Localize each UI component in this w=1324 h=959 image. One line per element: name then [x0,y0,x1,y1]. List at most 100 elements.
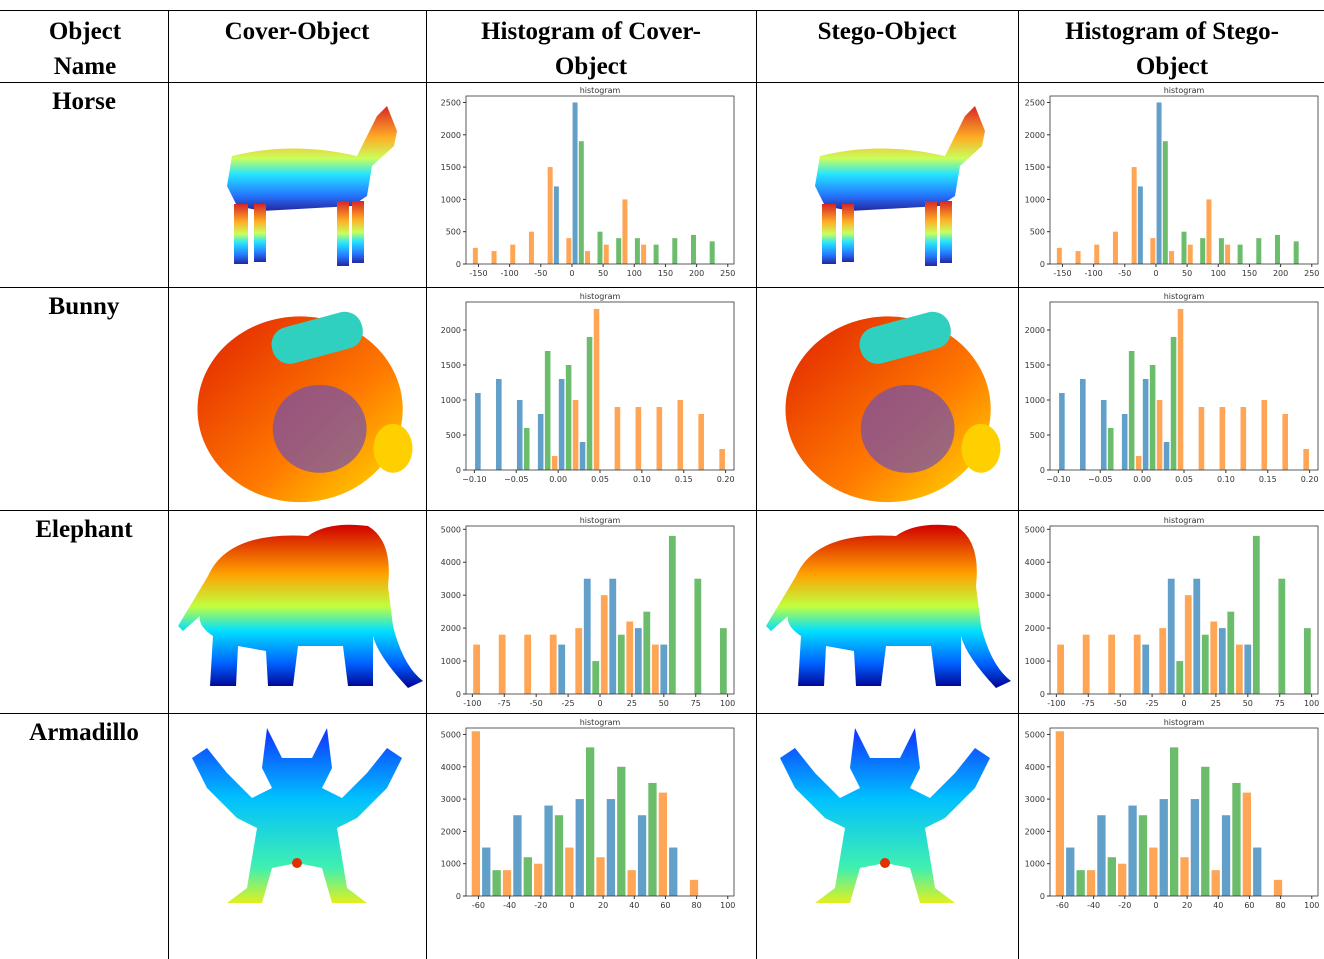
bar [1076,251,1081,264]
y-tick-label: 500 [446,228,461,237]
bar [1160,799,1168,896]
bar [1066,848,1074,896]
page: Object Name Cover-Object Histogram of Co… [0,0,1324,959]
bar [1076,870,1084,896]
histogram: histogram0500100015002000−0.10−0.050.000… [434,290,744,486]
y-tick-label: 2000 [441,131,461,140]
bar [1238,245,1243,264]
x-tick-label: 0 [1153,269,1158,278]
bar [1129,351,1135,470]
x-tick-label: 40 [629,901,639,910]
bar [617,767,625,896]
bar [566,238,571,264]
bar [1225,245,1230,264]
bar [1232,783,1240,896]
plot-frame [466,302,734,470]
bar [1139,815,1147,896]
bar [550,635,557,694]
bar [1134,635,1141,694]
bar [524,635,531,694]
x-tick-label: -75 [1082,699,1095,708]
x-tick-label: -100 [501,269,519,278]
bar [1101,400,1107,470]
y-tick-label: 1000 [441,860,461,869]
bar [1168,579,1175,694]
bar [1219,238,1224,264]
bar [1278,579,1285,694]
plot-frame [1050,526,1318,694]
y-tick-label: 2500 [1025,98,1045,107]
rule [0,510,1324,511]
bar [1149,848,1157,896]
stego-object [760,718,1010,918]
x-tick-label: -100 [1085,269,1103,278]
bar [1227,612,1234,694]
stego-object [760,86,1010,286]
bar [719,449,725,470]
bar [1253,848,1261,896]
x-tick-label: 0.10 [633,475,651,484]
column-header: Object Name [30,14,140,84]
x-tick-label: 20 [598,901,608,910]
bar [499,635,506,694]
column-header: Cover-Object [168,14,426,49]
column-rule [168,10,169,959]
plot-frame [1050,302,1318,470]
bar [1199,407,1205,470]
y-tick-label: 2000 [441,624,461,633]
x-tick-label: 200 [689,269,704,278]
y-tick-label: 4000 [441,558,461,567]
x-tick-label: -60 [472,901,485,910]
bar [601,595,608,694]
bar [1256,238,1261,264]
bar [580,442,586,470]
bar [635,628,642,694]
x-tick-label: 0.00 [1133,475,1151,484]
bar [1080,379,1086,470]
bar [604,245,609,264]
y-tick-label: 2000 [441,827,461,836]
x-tick-label: 200 [1273,269,1288,278]
bar [1253,536,1260,694]
bar [626,622,633,694]
histogram: histogram010002000300040005000-100-75-50… [434,514,744,710]
bar [691,235,696,264]
bar [628,870,636,896]
bar [1191,799,1199,896]
bar [1275,235,1280,264]
bar [594,309,600,470]
histogram: histogram010002000300040005000-100-75-50… [1018,514,1324,710]
x-tick-label: 0.10 [1217,475,1235,484]
bar [1057,248,1062,264]
bar [1163,141,1168,264]
bar [641,245,646,264]
chart-title: histogram [1164,718,1205,727]
bar [1057,645,1064,694]
y-tick-label: 0 [456,466,461,475]
bar [616,238,621,264]
x-tick-label: -60 [1056,901,1069,910]
stego-object [768,292,1018,507]
bar [657,407,663,470]
bar [534,864,542,896]
bar [1241,407,1247,470]
bar [1303,449,1309,470]
rule [0,10,1324,11]
bar [1261,400,1267,470]
y-tick-label: 5000 [1025,525,1045,534]
y-tick-label: 1500 [441,163,461,172]
chart-title: histogram [580,86,621,95]
bar [566,365,572,470]
y-tick-label: 3000 [1025,795,1045,804]
bar [1056,731,1064,896]
bar [492,251,497,264]
bar [1176,661,1183,694]
bar [503,870,511,896]
bar [669,536,676,694]
y-tick-label: 4000 [1025,763,1045,772]
bar [529,232,534,264]
bar [1170,747,1178,896]
bar [544,806,552,896]
x-tick-label: 100 [1211,269,1226,278]
bar [652,645,659,694]
